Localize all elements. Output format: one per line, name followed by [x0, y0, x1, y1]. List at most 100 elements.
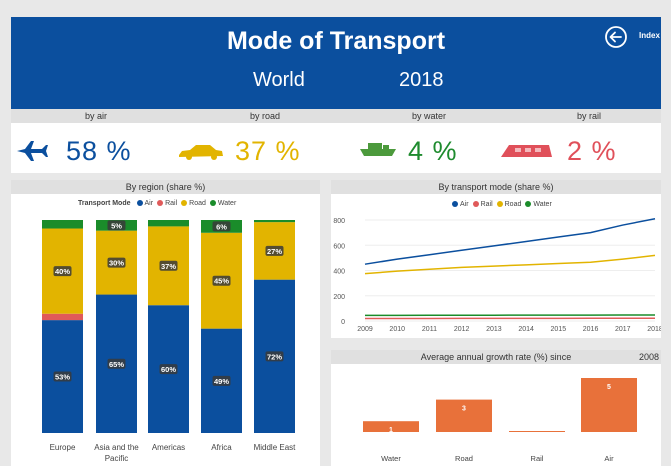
data-label: 49% — [214, 377, 229, 386]
x-tick-label: Air — [604, 454, 614, 463]
x-tick-label: Water — [381, 454, 401, 463]
data-label-bg — [212, 221, 231, 232]
legend-label-water: Water — [217, 200, 237, 207]
growth-panel-title: Average annual growth rate (%) since — [420, 352, 572, 362]
x-tick-label: 2017 — [615, 326, 631, 333]
y-tick-label: 600 — [333, 243, 345, 250]
kpi-header-strip — [11, 109, 661, 123]
kpi-value-road: 37 % — [235, 136, 301, 166]
x-tick-label: 2011 — [422, 326, 437, 333]
kpi-value-rail: 2 % — [567, 136, 617, 166]
data-label: 45% — [214, 277, 229, 286]
growth-panel-header: Average annual growth rate (%) since 200… — [331, 350, 661, 364]
data-label-bg — [159, 364, 178, 375]
y-tick-label: 0 — [341, 319, 345, 326]
data-label: 3 — [462, 406, 466, 413]
x-tick-label: 2016 — [583, 326, 599, 333]
region-filter-value[interactable]: World — [253, 69, 305, 91]
y-tick-label: 200 — [333, 294, 345, 301]
data-label-bg — [53, 371, 72, 382]
kpi-value-air: 58 % — [66, 136, 132, 166]
data-label-bg — [107, 358, 126, 369]
x-tick-label: 2014 — [518, 326, 534, 333]
data-label-bg — [265, 245, 284, 256]
legend-item-road[interactable]: Road — [181, 200, 206, 207]
data-label: 40% — [55, 267, 70, 276]
x-tick-label: 2013 — [486, 326, 502, 333]
kpi-label-water: by water — [412, 111, 447, 121]
data-label: 30% — [109, 259, 124, 268]
kpi-label-air: by air — [85, 111, 108, 121]
bar-water-4 — [254, 220, 295, 223]
bar-rail-0 — [42, 313, 83, 321]
mode-line-chart: 0 200 400 600 800 2009 2010 2011 2012 2013 2014 201… — [333, 218, 661, 333]
mode-legend-label-rail: Rail — [480, 201, 493, 208]
data-label: 5% — [111, 221, 122, 230]
data-label: 65% — [109, 360, 124, 369]
mode-legend: Air Rail Road Water — [452, 201, 552, 208]
legend-label-air: Air — [144, 200, 154, 207]
region-stacked-bar-chart: 53% 40% Europe 65% 30% 5% Asia and the Pacific 6… — [42, 220, 296, 463]
region-panel-title: By region (share %) — [11, 180, 320, 194]
growth-bar-air — [581, 378, 637, 432]
growth-bar-chart: 1 Water 3 Road Rail 5 Air — [363, 378, 637, 463]
kpi-label-road: by road — [250, 111, 281, 121]
growth-bar-water — [363, 421, 419, 432]
x-tick-label: Pacific — [105, 454, 129, 463]
data-label: 5 — [607, 384, 611, 391]
mode-legend-label-air: Air — [460, 201, 469, 208]
legend-item-rail[interactable]: Rail — [157, 200, 177, 207]
data-label: 37% — [161, 262, 176, 271]
legend-label-road: Road — [189, 200, 206, 207]
data-label-bg — [107, 257, 126, 268]
airplane-icon — [17, 141, 48, 161]
back-arrow-icon[interactable] — [604, 25, 628, 49]
kpi-label-rail: by rail — [577, 111, 602, 121]
growth-since-year[interactable]: 2008 — [638, 352, 659, 362]
mode-legend-label-water: Water — [533, 201, 552, 208]
data-label-bg — [212, 375, 231, 386]
train-icon — [501, 145, 552, 157]
mode-legend-item-rail[interactable]: Rail — [472, 201, 493, 208]
x-tick-label: Europe — [50, 443, 76, 452]
x-tick-label: Americas — [152, 443, 185, 452]
growth-bar-rail — [509, 431, 565, 432]
region-legend: Transport Mode Air Rail Road Water — [78, 200, 236, 207]
mode-legend-item-water[interactable]: Water — [525, 201, 552, 208]
x-tick-label: Rail — [531, 454, 544, 463]
region-legend-title: Transport Mode — [78, 200, 131, 207]
x-tick-label: Asia and the — [94, 443, 139, 452]
bar-water-2 — [148, 220, 189, 227]
series-line-air — [364, 218, 656, 265]
mode-panel-title: By transport mode (share %) — [331, 180, 661, 194]
page-title: Mode of Transport — [226, 27, 446, 55]
header-banner: Mode of Transport World 2018 Index — [11, 17, 661, 109]
growth-bar-road — [436, 399, 492, 432]
index-link[interactable]: Index — [639, 31, 660, 40]
car-icon — [179, 145, 223, 160]
x-tick-label: 2009 — [357, 326, 373, 333]
data-label: 53% — [55, 373, 70, 382]
kpi-row — [11, 123, 661, 173]
mode-legend-item-air[interactable]: Air — [452, 201, 469, 208]
y-tick-label: 400 — [333, 269, 345, 276]
legend-item-air[interactable]: Air — [136, 200, 154, 207]
data-label-bg — [159, 260, 178, 271]
data-label-bg — [265, 351, 284, 362]
data-label-bg — [212, 275, 231, 286]
x-tick-label: 2015 — [551, 326, 567, 333]
y-tick-label: 800 — [333, 218, 345, 225]
ship-icon — [360, 143, 396, 156]
data-label: 60% — [161, 365, 176, 374]
data-label-bg — [53, 266, 72, 277]
data-label: 27% — [267, 247, 282, 256]
data-label: 6% — [216, 222, 227, 231]
x-tick-label: 2012 — [454, 326, 470, 333]
data-label-bg — [107, 220, 126, 231]
data-label: 72% — [267, 352, 282, 361]
series-line-road — [364, 254, 656, 275]
mode-legend-item-road[interactable]: Road — [496, 201, 521, 208]
year-filter-value[interactable]: 2018 — [399, 69, 444, 91]
legend-label-rail: Rail — [165, 200, 178, 207]
legend-item-water[interactable]: Water — [209, 200, 237, 207]
